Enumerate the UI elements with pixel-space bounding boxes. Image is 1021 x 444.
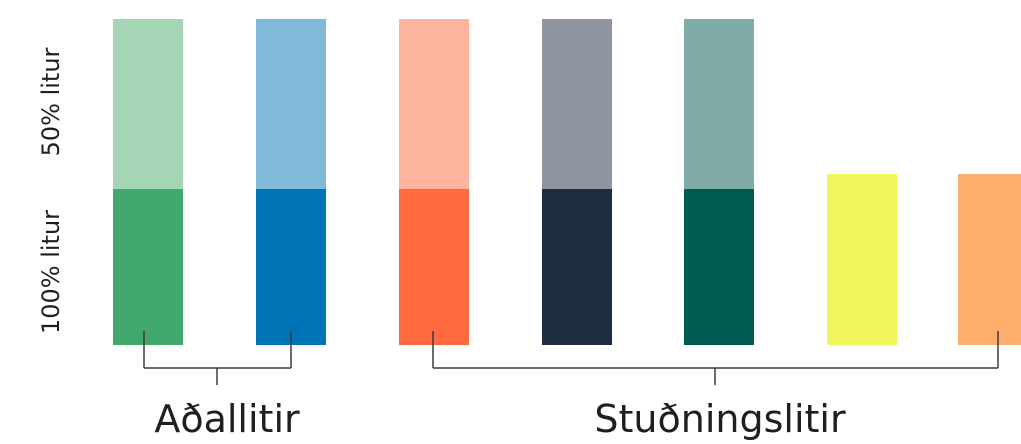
swatch-blue-full-100 [256, 189, 326, 345]
row-label-tint: 50% litur [37, 47, 65, 156]
primary-bracket [143, 331, 292, 385]
swatch-green-tint-50 [113, 19, 183, 189]
swatch-teal-tint-50 [684, 19, 754, 189]
swatch-teal [684, 19, 754, 345]
secondary-bracket [432, 331, 999, 385]
swatch-orange [958, 174, 1021, 345]
swatch-yellow [827, 174, 897, 345]
swatch-green-full-100 [113, 189, 183, 345]
swatch-navy [542, 19, 612, 345]
swatch-blue-tint-50 [256, 19, 326, 189]
group-label-secondary: Stuðningslitir [594, 397, 846, 441]
swatch-teal-full-100 [684, 189, 754, 345]
swatch-blue [256, 19, 326, 345]
swatch-navy-tint-50 [542, 19, 612, 189]
swatch-coral-full-100 [399, 189, 469, 345]
swatch-coral [399, 19, 469, 345]
swatch-grid [113, 19, 1021, 345]
swatch-green [113, 19, 183, 345]
swatch-coral-tint-50 [399, 19, 469, 189]
group-label-primary: Aðallitir [154, 397, 300, 441]
row-label-full: 100% litur [37, 210, 65, 334]
swatch-yellow-full-100 [827, 174, 897, 345]
swatch-navy-full-100 [542, 189, 612, 345]
swatch-orange-full-100 [958, 174, 1021, 345]
